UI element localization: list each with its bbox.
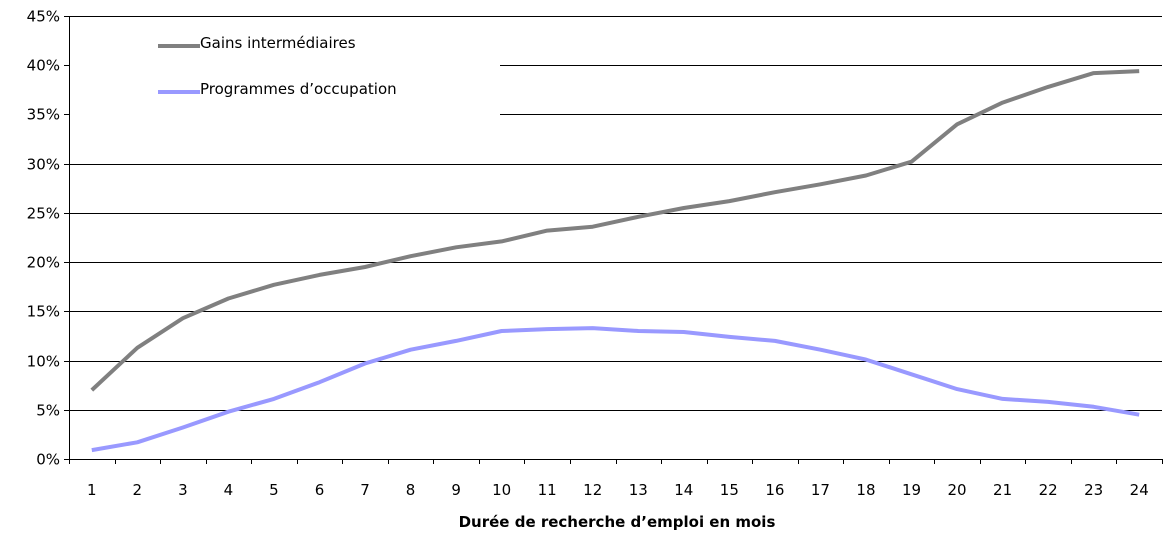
series-line bbox=[90, 69, 1140, 392]
x-tick-label: 1 bbox=[87, 481, 97, 499]
series-lines bbox=[90, 69, 1140, 453]
x-tick-label: 10 bbox=[492, 481, 511, 499]
x-tick-label: 23 bbox=[1084, 481, 1103, 499]
x-tick-label: 19 bbox=[902, 481, 921, 499]
x-tick-label: 20 bbox=[948, 481, 967, 499]
legend-label: Programmes d’occupation bbox=[200, 80, 397, 98]
x-tick-label: 12 bbox=[583, 481, 602, 499]
y-tick-label: 0% bbox=[36, 451, 60, 469]
axes: 0%5%10%15%20%25%30%35%40%45%1 2 3 4 5 6 7 8 9 10 1… bbox=[27, 8, 1163, 499]
x-tick-label: 9 bbox=[451, 481, 461, 499]
x-tick-label: 18 bbox=[856, 481, 875, 499]
x-tick-label: 15 bbox=[720, 481, 739, 499]
series-line bbox=[91, 326, 1140, 453]
x-tick-label: 21 bbox=[993, 481, 1012, 499]
legend-background bbox=[70, 17, 500, 115]
x-tick-label: 17 bbox=[811, 481, 830, 499]
y-tick-label: 25% bbox=[27, 205, 60, 223]
x-tick-label: 5 bbox=[269, 481, 279, 499]
x-tick-label: 24 bbox=[1130, 481, 1149, 499]
y-tick-label: 35% bbox=[27, 106, 60, 124]
x-tick-label: 6 bbox=[315, 481, 325, 499]
y-tick-label: 5% bbox=[36, 402, 60, 420]
x-tick-label: 22 bbox=[1039, 481, 1058, 499]
y-tick-label: 30% bbox=[27, 156, 60, 174]
x-tick-label: 14 bbox=[674, 481, 693, 499]
x-tick-label: 3 bbox=[178, 481, 188, 499]
y-tick-label: 45% bbox=[27, 8, 60, 26]
legend: Gains intermédiaires Programmes d’occupat… bbox=[70, 17, 500, 115]
y-tick-label: 40% bbox=[27, 57, 60, 75]
x-axis-title: Durée de recherche d’emploi en mois bbox=[459, 513, 776, 531]
x-tick-label: 4 bbox=[224, 481, 234, 499]
y-tick-label: 20% bbox=[27, 254, 60, 272]
y-tick-label: 15% bbox=[27, 303, 60, 321]
y-tick-label: 10% bbox=[27, 353, 60, 371]
x-tick-label: 16 bbox=[765, 481, 784, 499]
legend-label: Gains intermédiaires bbox=[200, 34, 356, 52]
x-tick-label: 8 bbox=[406, 481, 416, 499]
x-tick-label: 2 bbox=[133, 481, 143, 499]
x-tick-label: 7 bbox=[360, 481, 370, 499]
x-tick-label: 11 bbox=[538, 481, 557, 499]
x-tick-label: 13 bbox=[629, 481, 648, 499]
